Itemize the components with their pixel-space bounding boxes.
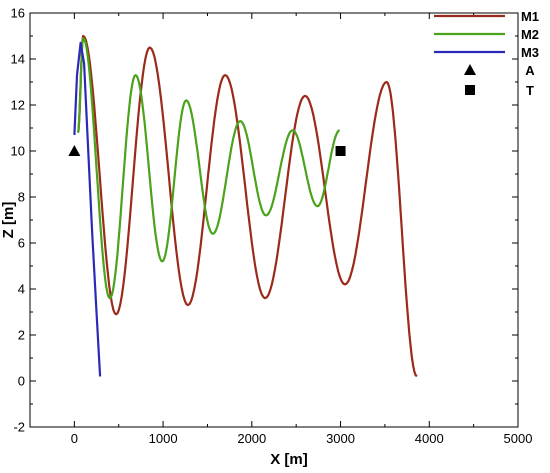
y-tick-label: 16 (11, 6, 25, 21)
y-tick-label: 6 (18, 236, 25, 251)
series-line-m1 (76, 34, 418, 378)
y-axis-title: Z [m] (0, 202, 17, 239)
marker-t (335, 146, 346, 156)
legend-marker-t (465, 85, 475, 95)
x-axis-title: X [m] (270, 451, 308, 468)
x-tick-label: 0 (71, 431, 78, 446)
x-tick-label: 4000 (415, 431, 444, 446)
y-tick-label: -2 (13, 420, 25, 435)
y-tick-label: 10 (11, 144, 25, 159)
y-tick-label: 4 (18, 282, 25, 297)
legend-marker-a (464, 64, 476, 75)
series-lines (73, 34, 418, 378)
markers (68, 145, 346, 156)
y-tick-label: 0 (18, 374, 25, 389)
axes: 0 1000 2000 3000 4000 5000 -2 0 2 4 6 8 10 12 14 16 X [m… (0, 6, 532, 469)
x-tick-label: 2000 (237, 431, 266, 446)
y-tick-label: 12 (11, 98, 25, 113)
marker-a (68, 145, 81, 156)
legend: M1 M2 M3 AT (434, 9, 539, 98)
series-line-m2 (76, 37, 341, 300)
x-tick-label: 1000 (149, 431, 178, 446)
x-tick-label: 5000 (504, 431, 533, 446)
legend-label-m2: M2 (521, 27, 539, 42)
y-tick-label: 2 (18, 328, 25, 343)
legend-label-m3: M3 (521, 45, 539, 60)
y-tick-label: 8 (18, 190, 25, 205)
legend-label-m1: M1 (521, 9, 539, 24)
y-tick-label: 14 (11, 52, 25, 67)
x-tick-label: 3000 (326, 431, 355, 446)
series-line-m3 (73, 41, 102, 377)
legend-label-a: A (525, 63, 535, 78)
legend-label-t: T (526, 83, 534, 98)
